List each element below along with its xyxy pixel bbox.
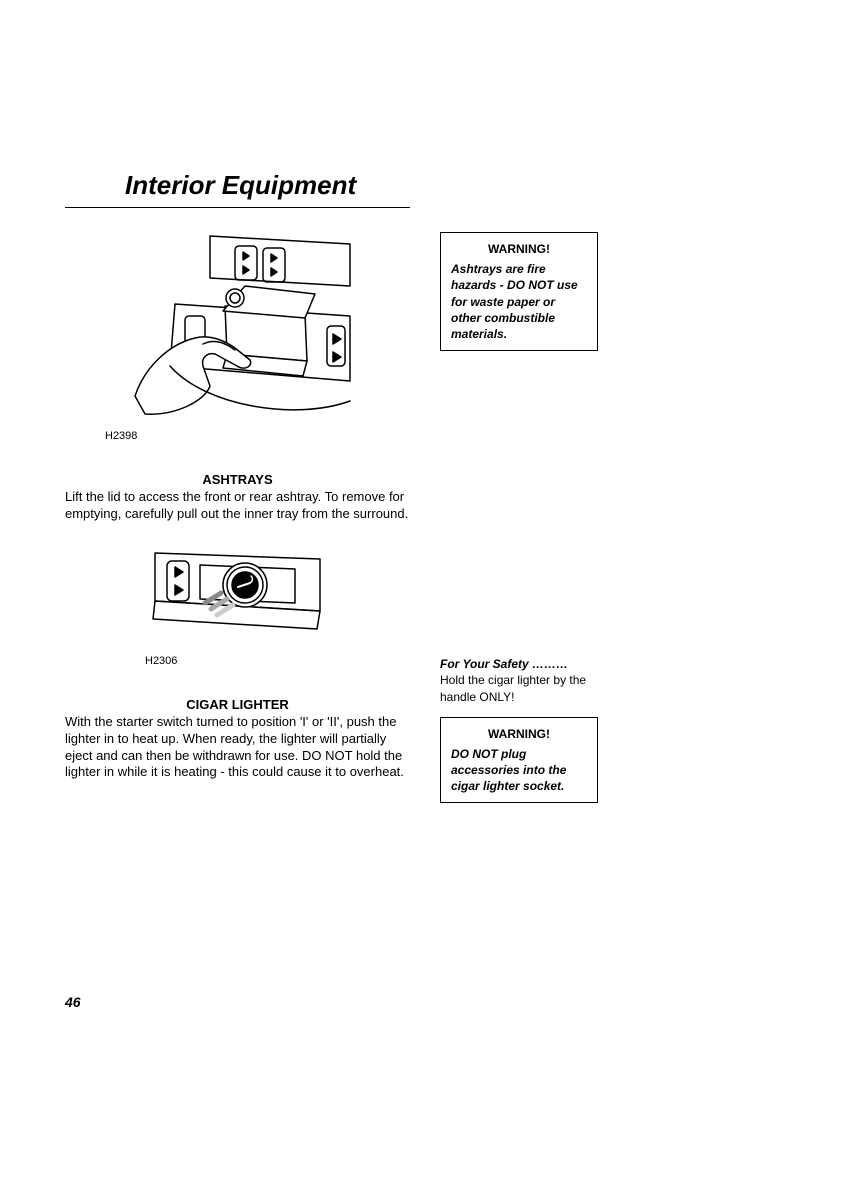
warning-2-title: WARNING!	[451, 726, 587, 742]
page-content: Interior Equipment	[65, 170, 785, 803]
figure-label-1: H2398	[105, 430, 355, 442]
ashtrays-body: Lift the lid to access the front or rear…	[65, 489, 410, 523]
spacer	[440, 351, 600, 656]
safety-note: For Your Safety ……… Hold the cigar light…	[440, 656, 598, 705]
figure-ashtray: H2398	[115, 226, 355, 442]
right-column: WARNING! Ashtrays are fire hazards - DO …	[440, 226, 600, 803]
warning-1-body: Ashtrays are fire hazards - DO NOT use f…	[451, 261, 587, 342]
cigar-body: With the starter switch turned to positi…	[65, 714, 410, 782]
left-column: H2398 ASHTRAYS Lift the lid to access th…	[65, 226, 410, 803]
warning-box-2: WARNING! DO NOT plug accessories into th…	[440, 717, 598, 804]
title-rule	[65, 207, 410, 208]
figure-label-2: H2306	[145, 655, 325, 667]
warning-1-title: WARNING!	[451, 241, 587, 257]
columns: H2398 ASHTRAYS Lift the lid to access th…	[65, 226, 785, 803]
safety-lead: For Your Safety ………	[440, 657, 568, 671]
figure-cigar-lighter: H2306	[145, 541, 325, 667]
ashtray-illustration-icon	[115, 226, 355, 426]
page-title: Interior Equipment	[65, 170, 785, 207]
cigar-heading: CIGAR LIGHTER	[65, 697, 410, 712]
safety-body: Hold the cigar lighter by the handle ONL…	[440, 673, 586, 703]
ashtrays-heading: ASHTRAYS	[65, 472, 410, 487]
warning-2-body: DO NOT plug accessories into the cigar l…	[451, 746, 587, 795]
cigar-lighter-illustration-icon	[145, 541, 325, 651]
page-number: 46	[65, 994, 81, 1010]
warning-box-1: WARNING! Ashtrays are fire hazards - DO …	[440, 232, 598, 351]
